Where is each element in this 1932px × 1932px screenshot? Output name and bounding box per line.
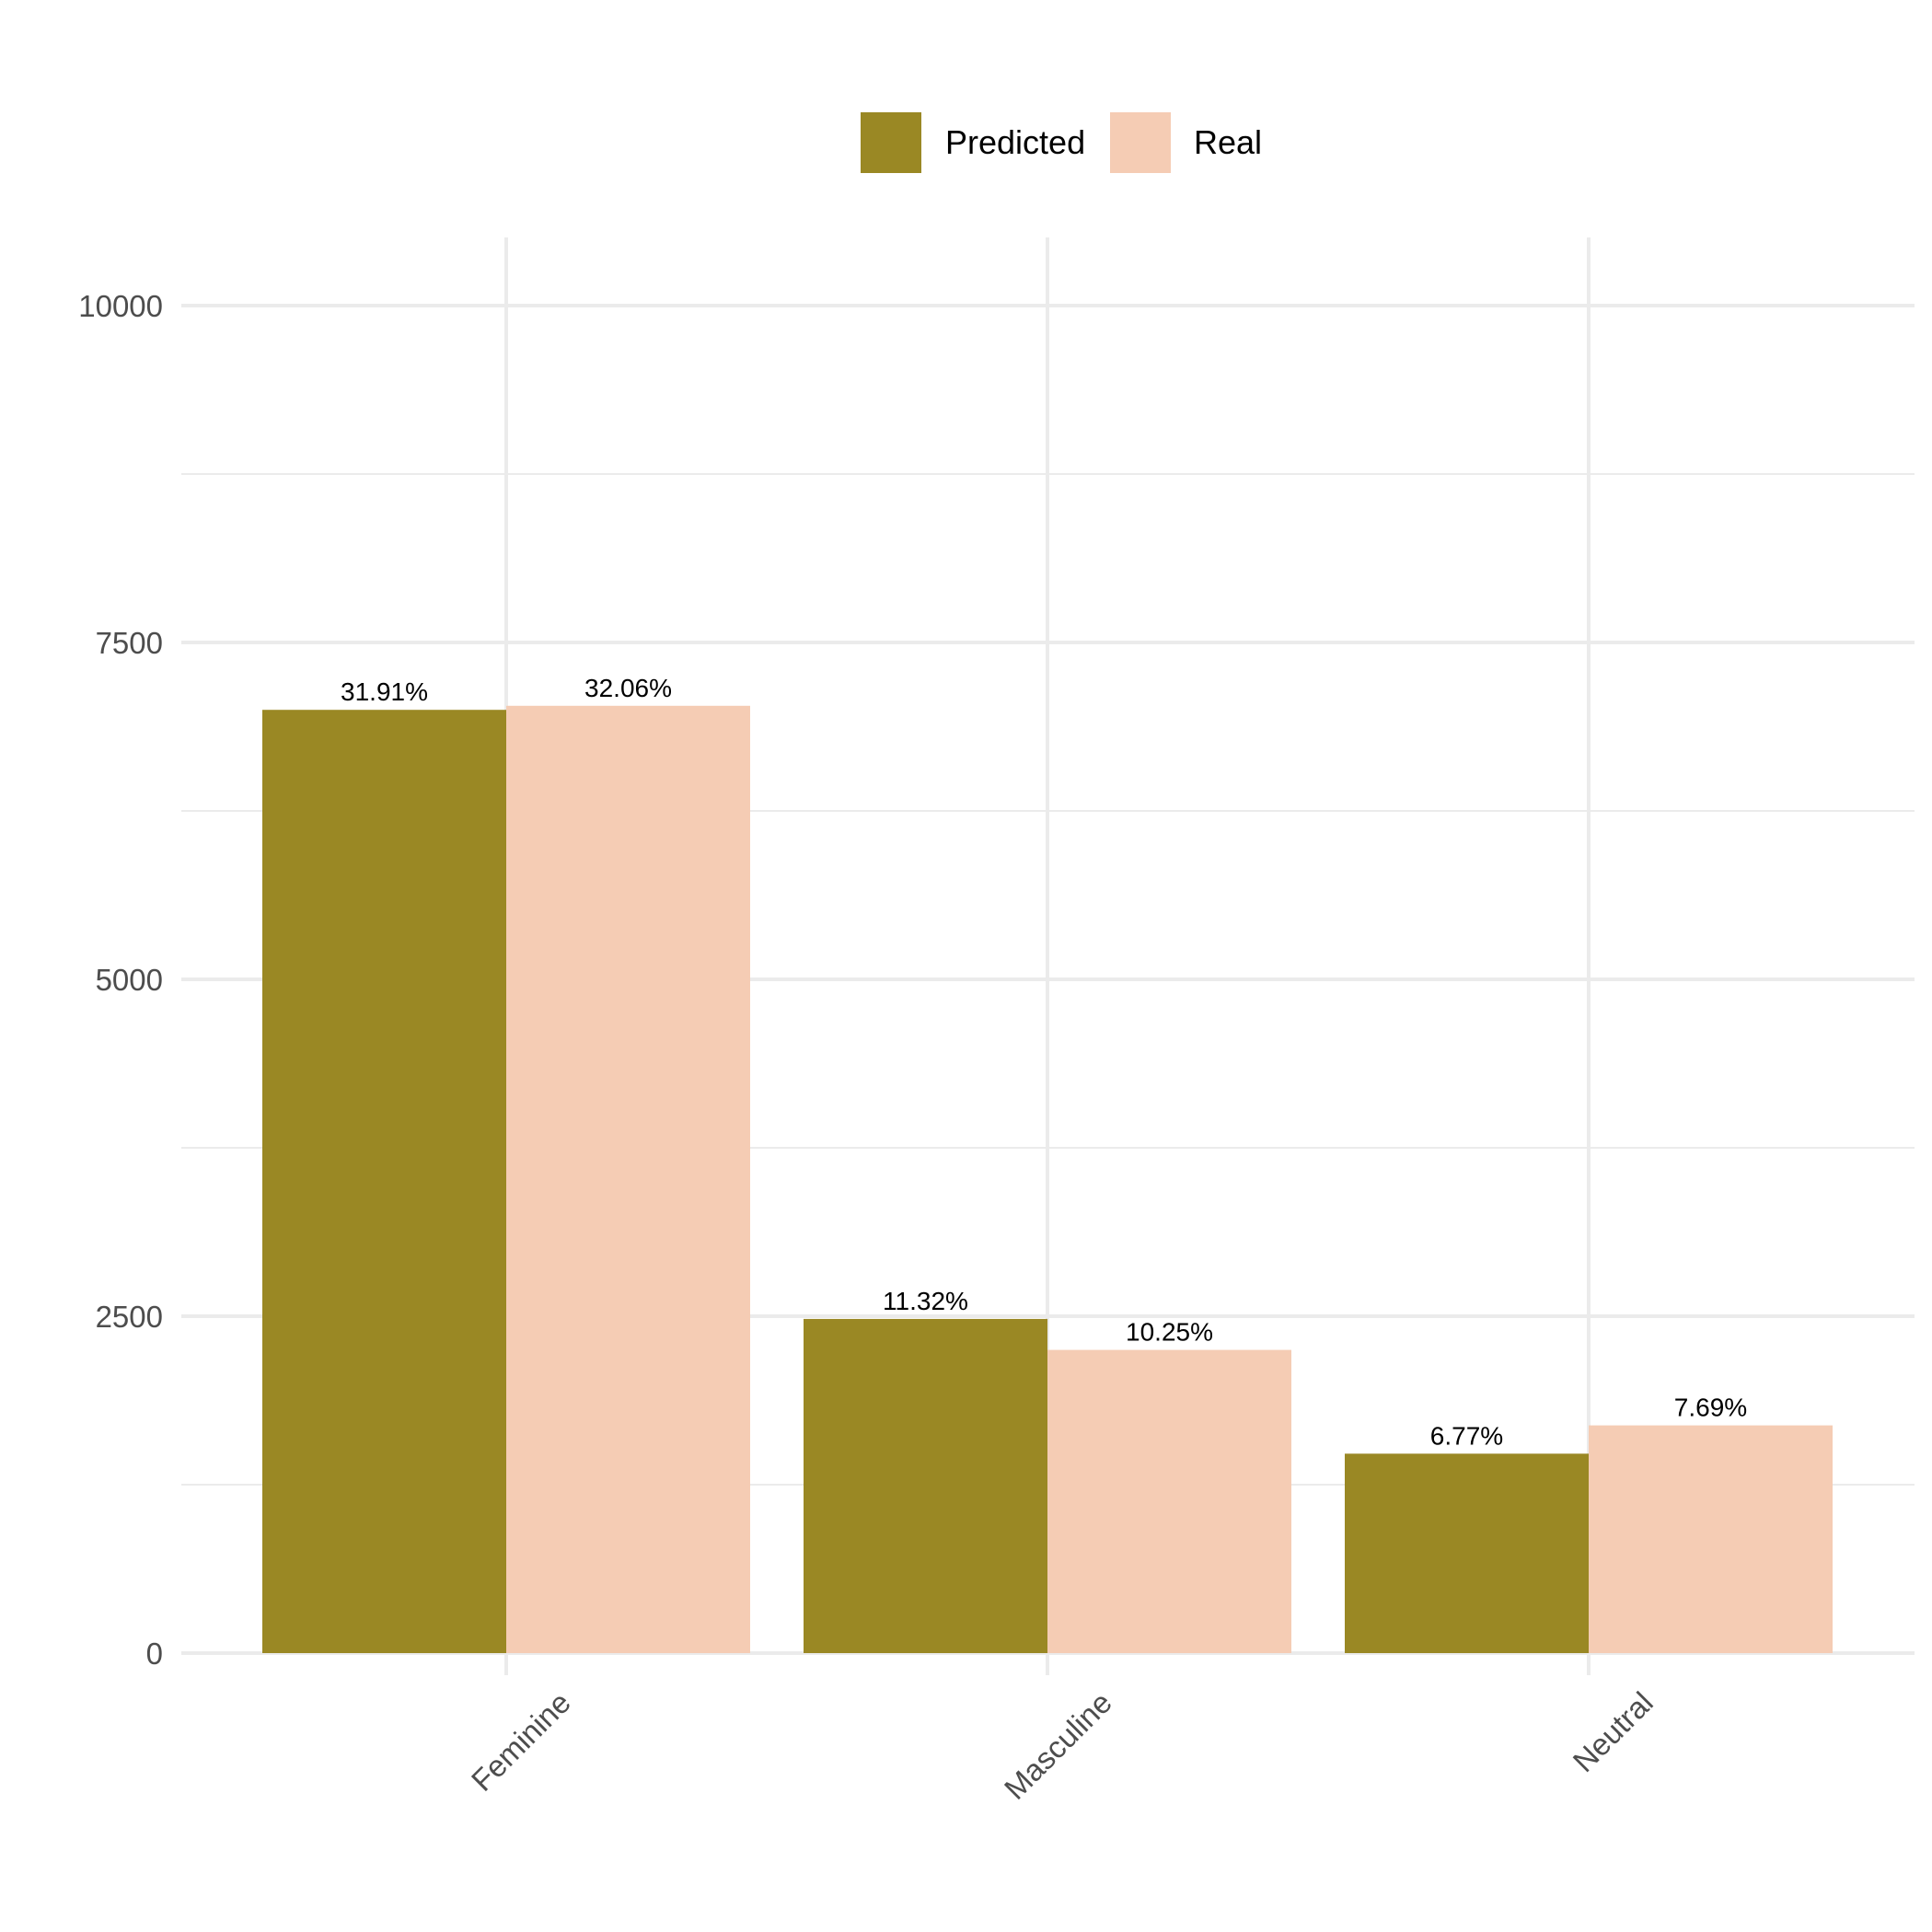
data-label: 31.91% xyxy=(341,677,428,706)
y-tick-label: 2500 xyxy=(96,1300,163,1334)
bars-layer xyxy=(262,705,1833,1654)
bar-predicted-masculine xyxy=(804,1318,1047,1653)
bar-predicted-feminine xyxy=(262,710,506,1654)
x-tick-label: Neutral xyxy=(1567,1685,1660,1778)
data-label: 32.06% xyxy=(584,674,672,702)
data-label: 11.32% xyxy=(883,1287,968,1315)
legend-label-real: Real xyxy=(1194,123,1262,161)
bar-real-masculine xyxy=(1047,1349,1291,1653)
legend-swatch-predicted xyxy=(861,112,921,173)
y-tick-label: 5000 xyxy=(96,963,163,997)
data-label: 7.69% xyxy=(1674,1394,1747,1422)
y-tick-label: 7500 xyxy=(96,626,163,660)
x-tick-label: Masculine xyxy=(998,1685,1118,1806)
labels-layer: 31.91% 32.06% 11.32% 10.25% 6.77% 7.69% xyxy=(341,674,1747,1451)
y-tick-label: 0 xyxy=(146,1637,163,1671)
bar-real-neutral xyxy=(1589,1425,1833,1653)
x-tick-label: Feminine xyxy=(465,1685,577,1798)
data-label: 6.77% xyxy=(1430,1421,1503,1450)
y-tick-label: 10000 xyxy=(78,289,163,323)
bar-predicted-neutral xyxy=(1345,1453,1589,1653)
legend-label-predicted: Predicted xyxy=(945,123,1085,161)
legend: Predicted Real xyxy=(861,112,1262,173)
bar-real-feminine xyxy=(506,705,750,1653)
data-label: 10.25% xyxy=(1126,1318,1213,1347)
legend-swatch-real xyxy=(1110,112,1171,173)
